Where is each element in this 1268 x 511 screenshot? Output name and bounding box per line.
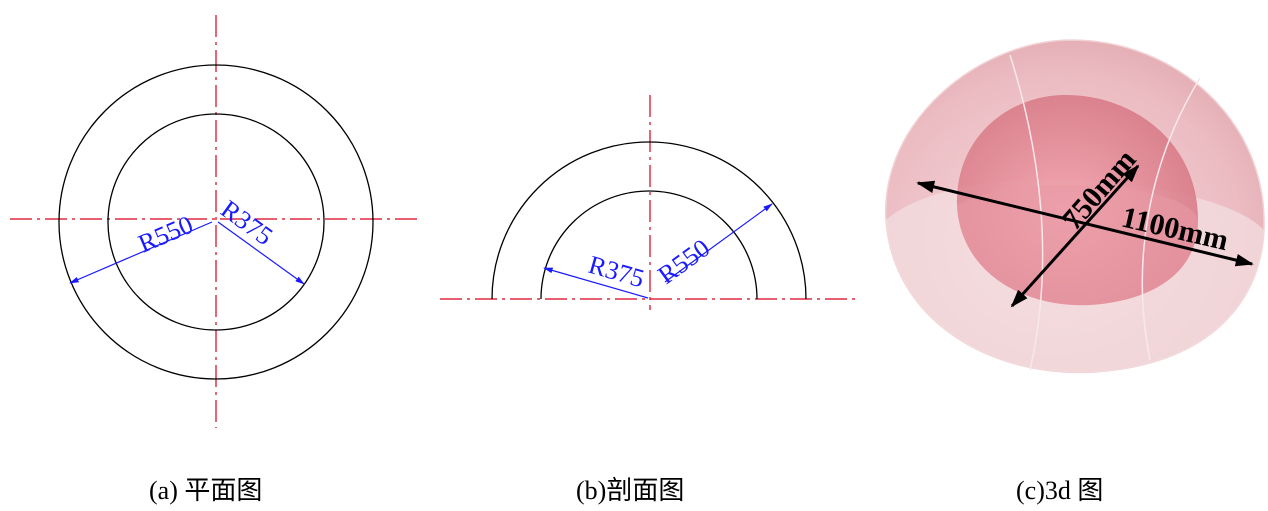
section-outer-radius-dimension — [664, 203, 773, 283]
plan-inner-circle — [107, 113, 325, 331]
plan-outer-radius-dimension — [69, 221, 213, 284]
inner-diameter-dimension — [1010, 164, 1140, 308]
section-view: R375 R550 — [440, 95, 860, 310]
section-outer-radius-label: R550 — [652, 233, 715, 290]
section-inner-radius-label: R375 — [585, 250, 647, 293]
section-inner-radius-dimension — [543, 267, 649, 299]
plan-inner-radius-dimension — [217, 221, 305, 285]
section-view-caption: (b)剖面图 — [576, 476, 685, 505]
section-inner-arc — [540, 190, 758, 300]
section-outer-arc — [491, 141, 807, 300]
three-d-view: 750mm 1100mm — [885, 39, 1265, 374]
three-d-view-caption: (c)3d 图 — [1016, 476, 1104, 505]
plan-view: R550 R375 — [10, 15, 422, 428]
plan-view-caption: (a) 平面图 — [149, 476, 263, 505]
plan-outer-radius-label: R550 — [134, 210, 197, 259]
plan-outer-circle — [58, 64, 374, 380]
